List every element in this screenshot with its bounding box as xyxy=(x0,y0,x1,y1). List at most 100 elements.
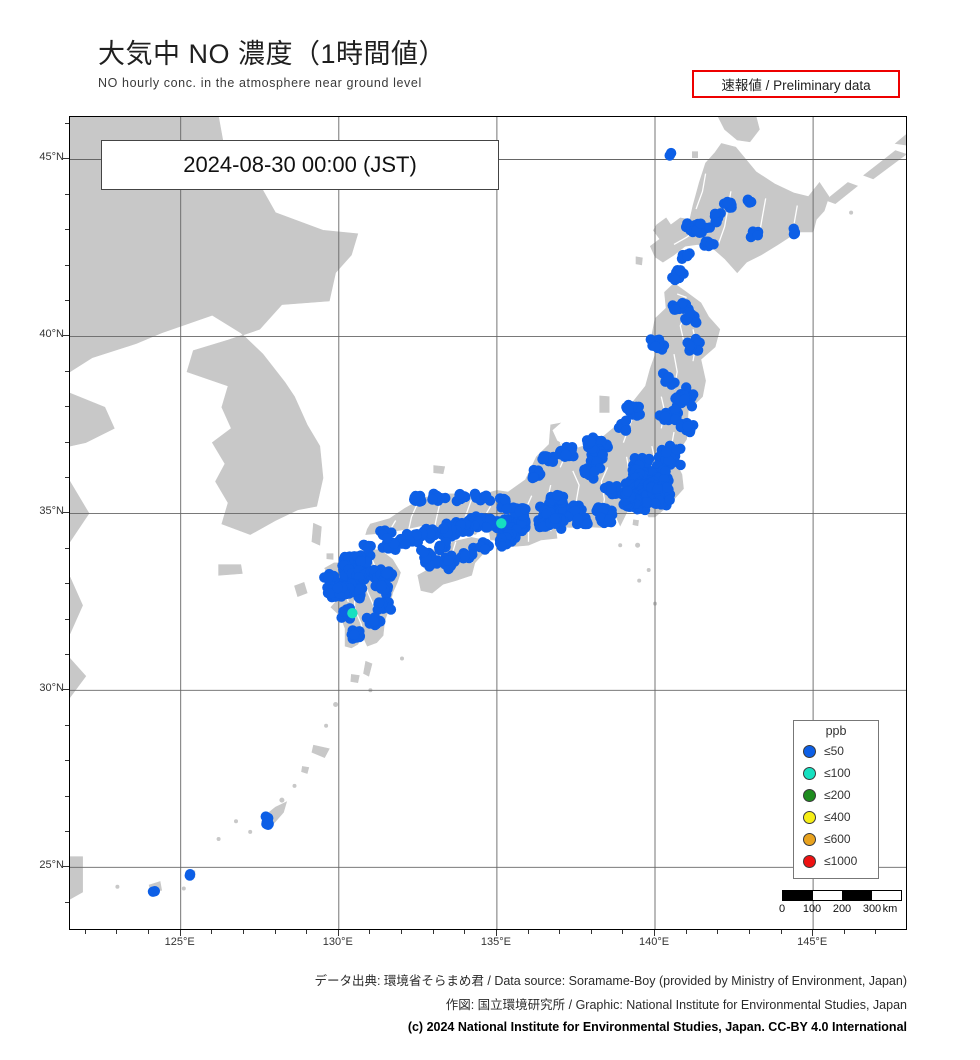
station-point xyxy=(695,218,706,229)
axis-tick xyxy=(242,930,244,934)
station-point xyxy=(671,444,682,455)
land-polygon-2 xyxy=(70,480,90,543)
scale-bar-tick-label: 200 xyxy=(832,903,852,915)
station-point xyxy=(549,513,561,524)
axis-tick xyxy=(875,930,877,934)
axis-tick xyxy=(432,930,434,934)
station-point xyxy=(362,542,374,554)
land-polygon-1 xyxy=(70,392,115,447)
map-plot-area[interactable] xyxy=(69,116,907,930)
islet-9 xyxy=(400,656,404,661)
station-point xyxy=(528,472,539,483)
legend-item[interactable]: ≤600 xyxy=(794,828,878,850)
land-polygon-18 xyxy=(863,150,906,180)
station-point xyxy=(579,467,591,479)
land-polygon-17 xyxy=(825,182,859,205)
legend-item-label: ≤100 xyxy=(824,766,851,780)
islet-4 xyxy=(248,829,253,834)
station-point xyxy=(552,489,563,501)
station-point xyxy=(604,513,615,525)
station-point xyxy=(440,492,451,504)
station-point xyxy=(622,486,633,497)
axis-tick xyxy=(622,930,624,934)
station-point-highlight xyxy=(347,608,358,619)
prefecture-border-5 xyxy=(407,502,419,532)
axis-tick xyxy=(65,229,69,231)
footer-graphic-credit: 作図: 国立環境研究所 / Graphic: National Institut… xyxy=(445,998,907,1012)
station-point xyxy=(381,533,393,544)
legend-item[interactable]: ≤200 xyxy=(794,784,878,806)
x-axis-tick-label: 145°E xyxy=(797,936,828,948)
station-point xyxy=(660,466,671,477)
station-points-layer xyxy=(147,147,801,897)
station-point xyxy=(595,512,606,523)
axis-tick xyxy=(179,930,181,934)
station-point xyxy=(675,265,686,276)
station-point xyxy=(789,226,800,238)
prefecture-border-31 xyxy=(695,173,707,210)
station-point xyxy=(641,497,653,508)
scale-bar-segment xyxy=(783,891,813,900)
station-point xyxy=(589,466,600,477)
axis-tick xyxy=(65,441,69,443)
legend-item-label: ≤400 xyxy=(824,810,851,824)
scale-bar: 0 100 200 300 km xyxy=(779,890,902,919)
land-polygon-10 xyxy=(294,582,308,597)
station-point-highlight xyxy=(496,518,507,529)
station-point xyxy=(411,529,422,541)
station-point xyxy=(332,582,343,594)
islet-19 xyxy=(849,210,854,215)
axis-tick xyxy=(590,930,592,934)
land-polygon-25 xyxy=(301,766,310,774)
legend-color-dot xyxy=(803,766,816,780)
legend-color-dot xyxy=(803,788,816,802)
station-point xyxy=(324,588,335,599)
land-polygon-31 xyxy=(70,856,83,900)
land-polygon-21 xyxy=(691,151,699,159)
station-point xyxy=(425,528,436,539)
islet-11 xyxy=(646,568,651,572)
axis-tick xyxy=(65,300,69,302)
islet-10 xyxy=(637,578,642,583)
axis-tick xyxy=(65,795,69,797)
station-point xyxy=(675,459,686,471)
land-polygon-4 xyxy=(70,658,87,698)
legend-item[interactable]: ≤400 xyxy=(794,806,878,828)
station-point xyxy=(572,513,584,525)
x-axis-tick-label: 135°E xyxy=(480,936,511,948)
station-point xyxy=(620,415,632,426)
page-title: 大気中 NO 濃度（1時間値） xyxy=(98,39,447,69)
scale-bar-unit: km xyxy=(882,903,898,915)
y-axis-tick-label: 35°N xyxy=(39,505,64,518)
station-point xyxy=(660,411,671,422)
axis-tick xyxy=(65,123,69,125)
station-point xyxy=(480,522,492,533)
station-point xyxy=(722,196,733,208)
islet-2 xyxy=(292,783,297,788)
axis-tick xyxy=(717,930,719,934)
x-axis-tick-label: 130°E xyxy=(322,936,353,948)
timestamp-label: 2024-08-30 00:00 (JST) xyxy=(101,140,499,190)
axis-tick xyxy=(337,930,339,934)
station-point xyxy=(705,238,717,249)
legend-item-label: ≤200 xyxy=(824,788,851,802)
scale-bar-segment xyxy=(871,891,901,900)
station-point xyxy=(597,449,608,460)
station-point xyxy=(354,593,365,604)
legend-item[interactable]: ≤50 xyxy=(794,740,878,762)
axis-tick xyxy=(65,370,69,372)
axis-tick xyxy=(65,830,69,832)
station-point xyxy=(682,250,693,262)
map-canvas xyxy=(70,117,906,929)
legend-item[interactable]: ≤100 xyxy=(794,762,878,784)
land-polygon-30 xyxy=(433,465,446,475)
prefecture-border-30 xyxy=(793,205,798,224)
legend-item[interactable]: ≤1000 xyxy=(794,850,878,872)
scale-bar-labels: 0 100 200 300 km xyxy=(779,903,902,919)
land-polygon-22 xyxy=(635,256,643,266)
axis-tick xyxy=(65,689,69,691)
station-point xyxy=(752,230,763,241)
station-point xyxy=(348,629,360,640)
station-point xyxy=(746,196,757,208)
axis-tick xyxy=(65,476,69,478)
